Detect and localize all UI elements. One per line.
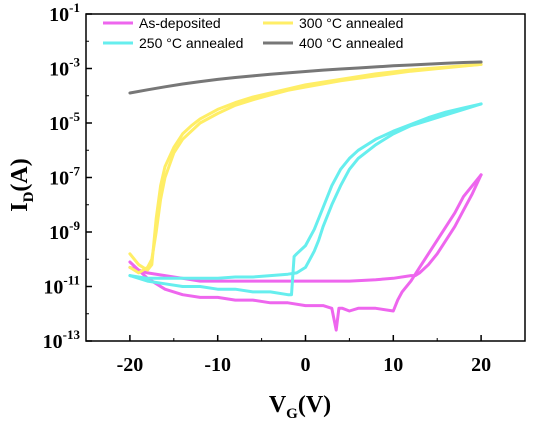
y-tick-label: 10-1: [49, 0, 80, 26]
y-tick-label: 10-5: [49, 109, 80, 135]
x-tick-label: -10: [204, 354, 231, 376]
series-line-1-branch-1: [128, 102, 483, 280]
series-line-1-branch-0: [128, 102, 483, 297]
series-line-2-branch-0: [128, 62, 483, 272]
y-tick-label: 10-7: [49, 164, 80, 190]
series-line-3-branch-0: [128, 60, 483, 95]
x-axis-ticks: -20 -10 0 10 20: [85, 335, 526, 376]
x-tick-label: 20: [471, 354, 491, 376]
x-axis-title: VG(V): [269, 392, 331, 422]
series-layer: [128, 60, 483, 332]
x-tick-label: 0: [301, 354, 311, 376]
y-tick-label: 10-3: [49, 55, 80, 81]
series-line-0-branch-1: [128, 173, 483, 283]
legend: As-deposited 300 °C annealed 250 °C anneal…: [103, 15, 403, 51]
y-tick-label: 10-9: [49, 218, 80, 244]
legend-label: 300 °C annealed: [299, 15, 403, 31]
y-axis-ticks: 10-1 10-3 10-5 10-7 10-9 10-11 10-13: [43, 0, 92, 353]
legend-label: 250 °C annealed: [139, 35, 243, 51]
y-tick-label: 10-13: [43, 327, 81, 353]
x-tick-label: 10: [383, 354, 403, 376]
series-line-0-branch-0: [128, 173, 483, 332]
y-tick-label: 10-11: [43, 273, 80, 299]
legend-label: As-deposited: [139, 15, 221, 31]
y-axis-title: ID(A): [7, 158, 37, 212]
legend-label: 400 °C annealed: [299, 35, 403, 51]
series-line-2-branch-1: [128, 62, 483, 275]
x-tick-label: -20: [117, 354, 144, 376]
